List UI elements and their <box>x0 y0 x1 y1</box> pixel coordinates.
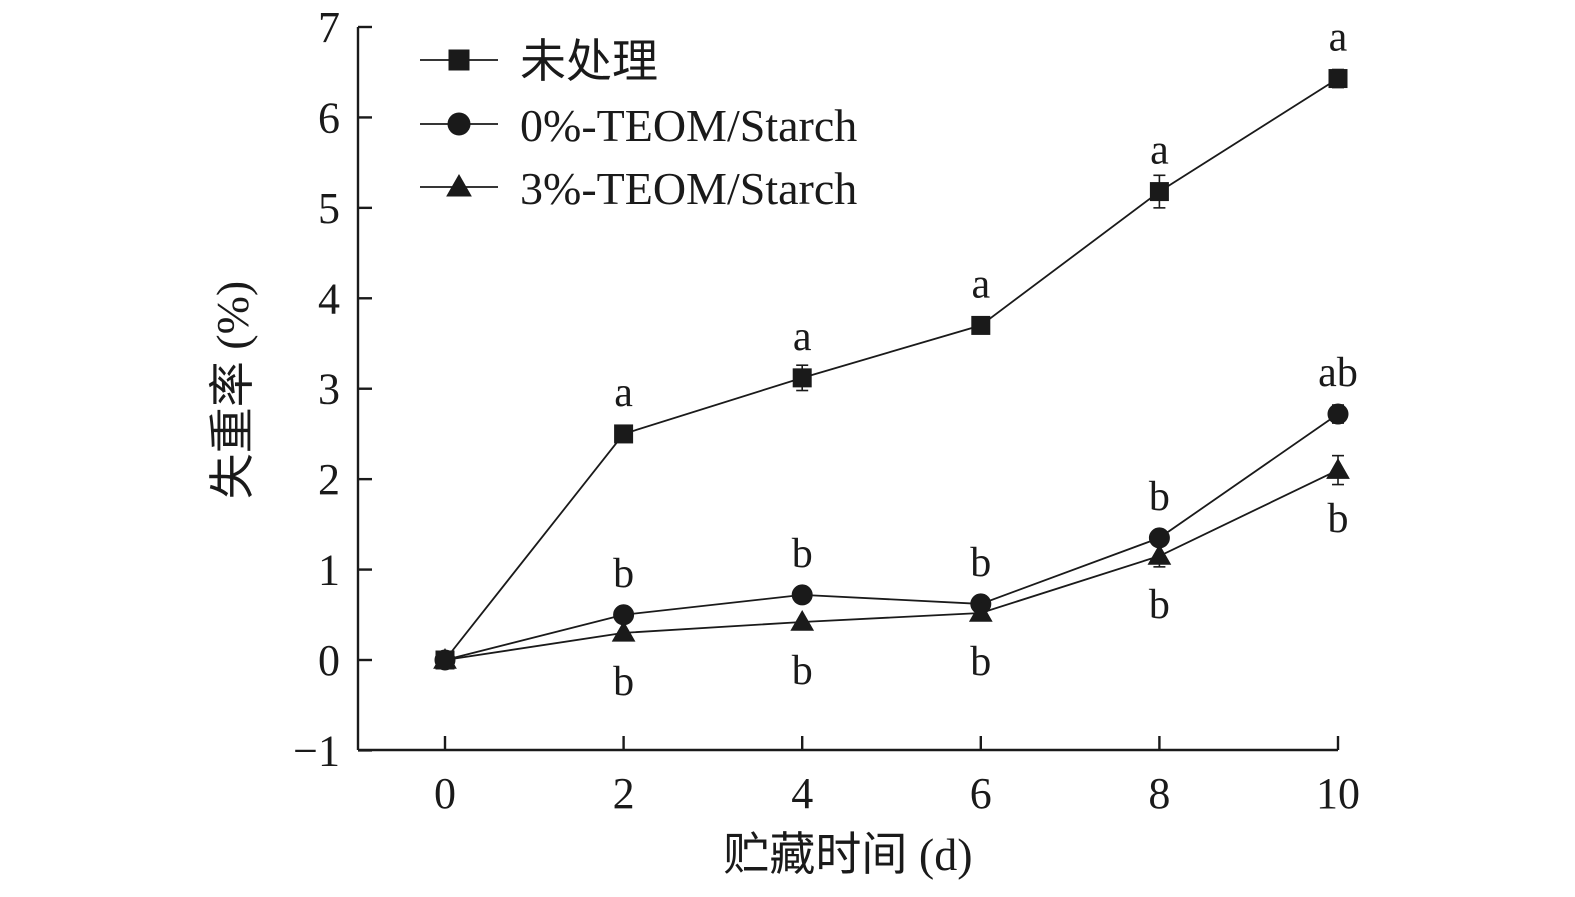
significance-label: a <box>971 261 990 307</box>
x-tick-label: 8 <box>1148 769 1170 818</box>
legend-label: 0%-TEOM/Starch <box>520 100 857 151</box>
x-tick-label: 2 <box>613 769 635 818</box>
y-tick-label: 1 <box>318 546 340 595</box>
data-point <box>1328 69 1348 89</box>
data-point <box>971 315 991 335</box>
significance-label: a <box>614 370 633 416</box>
significance-label: b <box>1149 582 1170 628</box>
data-point <box>790 610 815 631</box>
significance-label: ab <box>1318 350 1358 396</box>
y-tick-label: 7 <box>318 3 340 52</box>
x-axis-title: 贮藏时间 (d) <box>723 829 972 880</box>
significance-label: b <box>792 531 813 577</box>
legend-marker <box>448 49 470 71</box>
significance-label: a <box>1329 15 1348 61</box>
y-tick-label: 2 <box>318 455 340 504</box>
series-line <box>444 77 1339 661</box>
legend: 未处理 0%-TEOM/Starch 3%-TEOM/Starch <box>420 36 857 214</box>
data-point <box>791 584 813 606</box>
data-point <box>1326 458 1350 479</box>
data-point <box>614 424 634 444</box>
y-tick-label: 0 <box>318 636 340 685</box>
significance-label: b <box>792 648 813 694</box>
series-2 <box>434 403 1349 671</box>
series-1 <box>435 68 1348 670</box>
y-axis-title: 失重率 (%) <box>207 281 258 499</box>
y-tick-label: 4 <box>318 274 340 323</box>
series-line <box>444 469 1339 661</box>
series-3 <box>433 454 1350 669</box>
legend-label: 未处理 <box>520 36 658 87</box>
significance-label: b <box>1149 474 1170 520</box>
x-ticks: 0 2 4 6 8 10 <box>434 736 1360 818</box>
legend-item: 未处理 <box>420 36 658 87</box>
x-tick-label: 10 <box>1316 769 1360 818</box>
data-point <box>433 647 457 669</box>
significance-label: b <box>970 639 991 685</box>
data-point <box>1147 543 1172 565</box>
significance-label: b <box>613 551 634 597</box>
y-tick-label: −1 <box>293 726 340 775</box>
x-tick-label: 6 <box>970 769 992 818</box>
data-point <box>968 600 993 622</box>
data-point <box>611 620 636 642</box>
significance-label: b <box>1328 496 1349 542</box>
legend-item: 0%-TEOM/Starch <box>420 100 857 151</box>
significance-label: a <box>1150 128 1169 174</box>
significance-label: b <box>970 540 991 586</box>
significance-label: a <box>793 314 812 360</box>
significance-label: b <box>613 659 634 705</box>
legend-item: 3%-TEOM/Starch <box>420 163 857 214</box>
y-tick-label: 6 <box>318 93 340 142</box>
y-tick-label: 3 <box>318 365 340 414</box>
legend-label: 3%-TEOM/Starch <box>520 163 857 214</box>
legend-marker <box>447 112 471 136</box>
data-point <box>1327 403 1349 425</box>
y-tick-label: 5 <box>318 184 340 233</box>
series-line <box>444 413 1339 661</box>
data-point <box>792 368 812 388</box>
series-group <box>433 68 1350 671</box>
x-tick-label: 4 <box>791 769 813 818</box>
x-tick-label: 0 <box>434 769 456 818</box>
legend-marker <box>446 173 472 197</box>
y-ticks: −1 0 1 2 3 4 5 6 7 <box>293 3 372 775</box>
data-point <box>1149 182 1169 202</box>
